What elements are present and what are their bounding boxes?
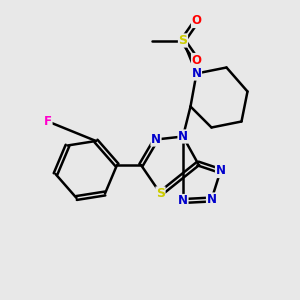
Text: N: N: [178, 130, 188, 143]
Text: N: N: [151, 133, 161, 146]
Text: N: N: [206, 193, 217, 206]
Text: N: N: [178, 194, 188, 208]
Text: S: S: [156, 187, 165, 200]
Text: O: O: [191, 53, 202, 67]
Text: F: F: [44, 115, 52, 128]
Text: N: N: [215, 164, 226, 178]
Text: S: S: [178, 34, 188, 47]
Text: O: O: [191, 14, 202, 28]
Text: N: N: [191, 67, 202, 80]
